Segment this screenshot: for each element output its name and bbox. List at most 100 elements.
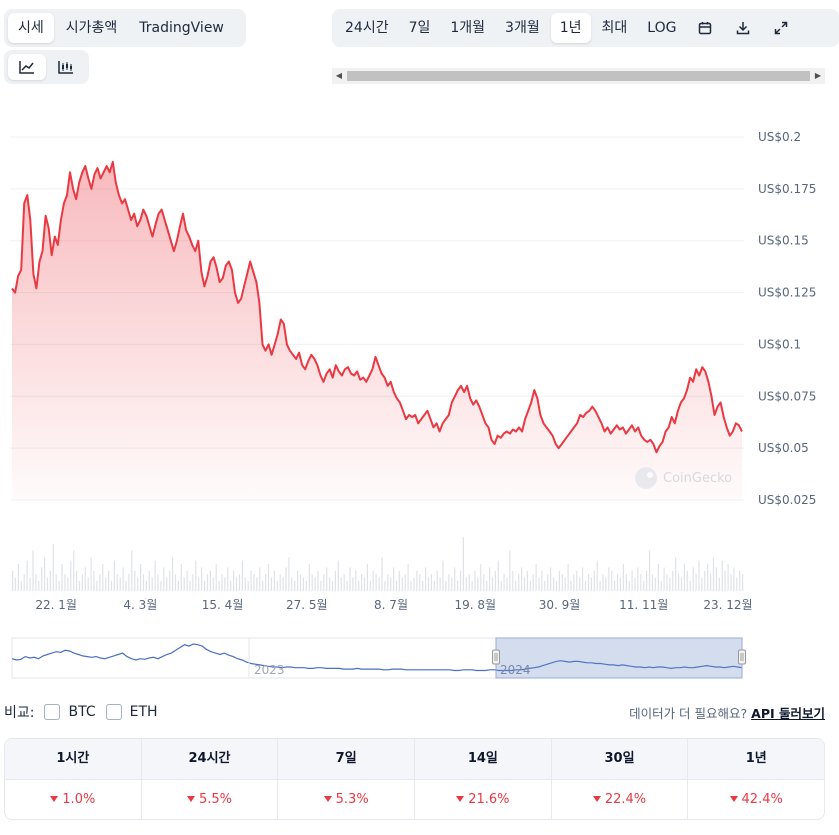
volume-bar [241,560,243,591]
volume-bar [326,567,328,591]
volume-bar [640,574,642,591]
volume-bar [14,577,17,591]
volume-bar [93,570,95,592]
volume-bar [221,574,223,591]
down-arrow-icon [323,796,332,802]
compare-btc-checkbox[interactable]: BTC [44,704,96,720]
tab-price[interactable]: 시세 [8,13,54,43]
volume-bar [544,580,546,591]
down-arrow-icon [592,796,601,802]
volume-bar [116,574,118,591]
line-chart-button[interactable] [8,54,46,80]
volume-bar [471,580,473,591]
volume-bar [209,570,211,592]
range-scrollbar[interactable]: ◀ ▶ [332,68,825,84]
volume-bar [541,570,543,592]
volume-bar [558,570,560,592]
price-area [12,161,742,500]
volume-bar [605,577,607,591]
calendar-button[interactable] [687,13,723,43]
volume-bar [76,570,78,592]
volume-bar [736,577,738,591]
volume-bar [250,570,252,592]
volume-bar [73,550,75,591]
compare-eth-checkbox[interactable]: ETH [105,704,158,720]
scrollbar-thumb[interactable] [347,71,810,81]
change-7d: 7일 5.3% [278,739,416,819]
volume-bar [646,570,648,592]
volume-bar [535,564,537,591]
volume-bar [518,574,520,591]
volume-bar [616,574,619,591]
volume-bar [49,570,51,592]
volume-bar [622,564,624,591]
volume-bar [509,550,511,591]
volume-bar [352,577,354,591]
volume-bar [218,580,220,591]
range-24h[interactable]: 24시간 [345,20,389,36]
price-chart[interactable]: US$0.2 US$0.175 US$0.15 US$0.125 US$0.1 US$0.… [0,95,839,685]
line-chart-icon [19,61,34,74]
x-tick-label: 27. 5월 [286,598,328,612]
volume-bar [212,577,214,591]
range-1m[interactable]: 1개월 [450,20,486,36]
chart-mode-tabs: 시세 시가총액 TradingView [4,9,246,47]
download-button[interactable] [725,13,761,43]
volume-bar [611,570,613,592]
volume-bar [523,577,526,591]
range-navigator[interactable]: 2023 2024 [11,637,746,679]
x-tick-label: 23. 12월 [703,598,752,612]
volume-bar [64,574,66,591]
scroll-left-icon[interactable]: ◀ [335,71,343,80]
volume-bar [70,560,72,591]
volume-bar [23,574,25,591]
volume-bar [224,577,226,591]
change-value: 1.0% [5,779,141,819]
fullscreen-button[interactable] [763,13,799,43]
x-tick-label: 22. 1월 [35,598,77,612]
range-3m[interactable]: 3개월 [505,20,540,36]
change-30d: 30일 22.4% [551,739,689,819]
volume-bar [302,577,304,591]
candlestick-button[interactable] [48,54,86,80]
volume-bar [550,567,552,591]
tab-market-cap[interactable]: 시가총액 [65,20,118,36]
volume-bar [529,580,531,591]
fullscreen-icon [775,21,788,35]
range-7d[interactable]: 7일 [408,20,431,36]
volume-bar [416,570,418,592]
y-tick-label: US$0.025 [758,493,816,507]
volume-bar [483,574,485,591]
change-1y: 1년 42.4% [688,739,824,819]
change-value: 5.5% [141,779,278,819]
navigator-handle[interactable] [738,649,746,665]
volume-bar [707,564,709,591]
volume-bar [742,574,744,591]
volume-bar [672,570,674,592]
api-link[interactable]: API 둘러보기 [751,706,825,721]
volume-bar [678,574,680,591]
tab-tradingview[interactable]: TradingView [139,20,224,36]
volume-bar [329,577,331,591]
volume-bar [128,574,130,591]
navigator-selection[interactable] [495,637,743,679]
volume-bar [61,564,63,591]
volume-bar [695,574,697,591]
navigator-handle[interactable] [491,649,500,665]
x-tick-label: 15. 4월 [202,598,244,612]
volume-bar [573,574,575,591]
volume-bar [204,580,206,591]
range-max[interactable]: 최대 [601,20,628,36]
volume-bar [526,570,528,592]
range-log[interactable]: LOG [647,20,677,36]
price-change-table: 1시간 1.0% 24시간 5.5% 7일 5.3% 14일 21.6% 30일 22.4… [4,738,825,820]
volume-bar [317,570,319,592]
period-label: 30일 [551,739,688,779]
volume-bar [363,577,366,591]
scroll-right-icon[interactable]: ▶ [814,71,822,80]
y-tick-label: US$0.125 [758,286,816,300]
volume-bar [55,574,57,591]
volume-bar [276,580,278,591]
volume-bar [651,574,653,591]
range-1y[interactable]: 1년 [550,13,591,43]
